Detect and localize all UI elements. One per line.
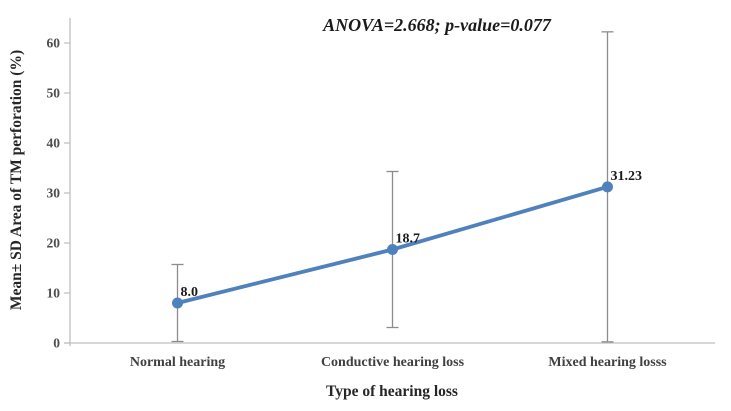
y-tick-label: 50 [47, 86, 61, 101]
y-axis-title: Mean± SD Area of TM perforation (%) [8, 50, 25, 310]
data-point-label: 31.23 [611, 169, 643, 184]
data-point-marker [387, 244, 398, 255]
y-tick-label: 20 [47, 236, 61, 251]
x-category-label: Mixed hearing losss [548, 355, 667, 370]
data-point-marker [602, 181, 613, 193]
axes-layer: 0 10 20 30 40 50 60 Normal hearing Conductive he… [47, 18, 715, 370]
y-tick-label: 40 [47, 136, 61, 151]
x-category-label: Conductive hearing loss [321, 355, 465, 370]
data-point-label: 8.0 [181, 285, 199, 300]
y-tick-label: 10 [47, 286, 61, 301]
x-category-label: Normal hearing [130, 355, 225, 370]
series-layer: 8.0 18.7 31.23 [171, 31, 643, 343]
y-tick-label: 0 [53, 336, 60, 351]
anova-annotation: ANOVA=2.668; p-value=0.077 [322, 15, 552, 35]
data-point-label: 18.7 [396, 232, 421, 247]
y-tick-label: 30 [47, 186, 61, 201]
y-tick-label: 60 [47, 36, 61, 51]
data-point-marker [172, 297, 183, 309]
x-axis-title: Type of hearing loss [326, 383, 458, 400]
